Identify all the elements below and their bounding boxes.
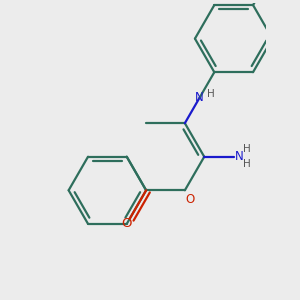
Text: H: H [207,89,214,99]
Text: O: O [185,193,194,206]
Text: N: N [235,150,244,163]
Text: O: O [122,217,132,230]
Text: H: H [243,160,251,170]
Text: N: N [195,91,204,104]
Text: H: H [243,144,251,154]
